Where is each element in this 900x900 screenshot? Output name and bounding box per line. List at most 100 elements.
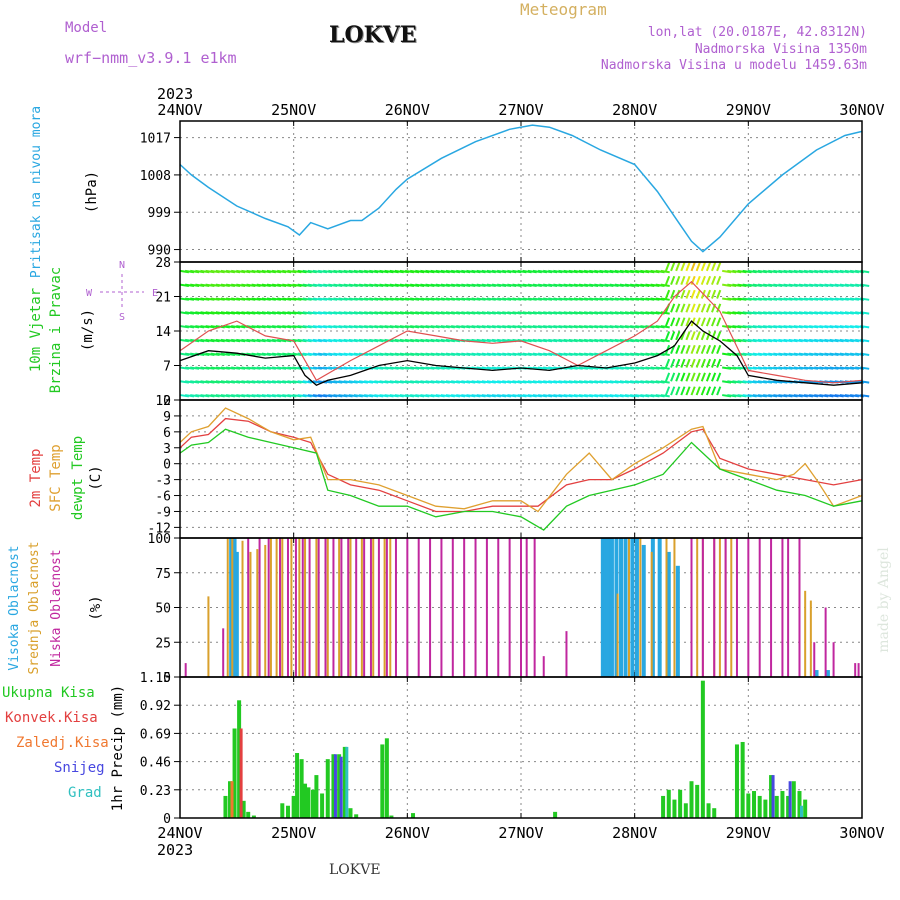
gust-line — [179, 280, 863, 384]
wind-barb — [716, 289, 722, 299]
precip-bar — [769, 775, 774, 818]
precip-bar — [285, 805, 290, 818]
wind-barb — [695, 358, 701, 368]
precip-bar — [342, 746, 347, 818]
cloud-bar — [394, 538, 397, 677]
precip-bar — [780, 791, 785, 818]
x-tick-label-bottom: 27NOV — [498, 824, 543, 842]
y-tick-label: -3 — [155, 474, 171, 489]
y-tick-label: 999 — [148, 206, 171, 221]
precip-bar — [228, 781, 233, 818]
precip-bar — [384, 738, 389, 818]
cloud-bar — [451, 538, 454, 677]
y-tick-label: -9 — [155, 505, 171, 520]
precip-bar — [706, 803, 711, 818]
wind-barb — [700, 331, 706, 341]
wind-barb — [695, 317, 701, 327]
wind-barb — [680, 275, 686, 286]
wind-barb — [664, 386, 671, 396]
y-tick-label: 0 — [163, 394, 171, 409]
cloud-bar — [383, 538, 386, 677]
wind-barb — [670, 331, 676, 341]
compass-E: E — [152, 288, 158, 299]
wind-axis-title-1: 10m Vjetar — [28, 288, 44, 372]
cloud-bar — [326, 538, 329, 677]
cloud-bar — [463, 538, 466, 677]
wind-barb — [685, 275, 691, 286]
wind-barb — [695, 331, 701, 341]
wind-barb — [660, 283, 670, 288]
cloud-bar — [377, 538, 380, 677]
wind-barb — [695, 386, 701, 396]
y-tick-label: 990 — [148, 244, 171, 259]
cloud-bar — [616, 593, 619, 677]
wind-barb — [711, 289, 717, 299]
wind-barb — [675, 358, 681, 368]
precip-bar — [230, 781, 234, 818]
cloud-bar — [275, 538, 278, 677]
precip-bar — [734, 744, 739, 818]
y-tick-label: 0 — [163, 671, 171, 686]
cloud-bar — [630, 538, 635, 677]
cloud-bar — [533, 538, 536, 677]
precip-legend-4: Grad — [68, 785, 102, 801]
cloud-bar — [657, 538, 662, 677]
wind-barb — [660, 352, 670, 357]
y-tick-label: 21 — [155, 291, 171, 306]
precip-bar — [788, 781, 792, 818]
wind-barb — [695, 303, 701, 313]
cloud-bar — [770, 538, 773, 677]
precip-bar — [333, 754, 337, 818]
precip-bar — [757, 795, 762, 818]
y-tick-label: 6 — [163, 426, 171, 441]
wind-barb — [660, 269, 670, 274]
precip-bar — [797, 791, 802, 818]
cloud-bar — [825, 670, 830, 677]
wind-barb — [675, 317, 681, 327]
cloud-bar — [781, 538, 784, 677]
wind-barb — [711, 262, 717, 272]
cloud-bar — [269, 538, 272, 677]
x-tick-label-bottom: 24NOV — [157, 824, 202, 842]
cloud-bar — [258, 538, 261, 677]
wind-barb — [664, 262, 671, 272]
cloud-bar — [634, 538, 639, 677]
cloud-bar — [338, 538, 341, 677]
y-tick-label: 0.92 — [140, 699, 171, 714]
precip-bar — [303, 783, 308, 818]
precip-bar — [345, 746, 349, 818]
y-tick-label: 25 — [155, 636, 171, 651]
precip-legend-2: Zaledj.Kisa — [16, 735, 109, 751]
cloud-bar — [429, 538, 432, 677]
cloud-bar — [857, 663, 860, 677]
cloud-bar — [627, 538, 630, 677]
precip-bar — [746, 793, 751, 818]
cloud-bar — [639, 538, 642, 677]
pressure-unit: (hPa) — [84, 171, 100, 213]
cloud-bar — [369, 538, 372, 677]
cloud-bar — [607, 538, 612, 677]
wind-barb — [705, 303, 712, 313]
cloud-bar — [798, 538, 801, 677]
wind-barb — [660, 380, 670, 384]
cloud-bar — [474, 538, 477, 677]
temp-axis-title-2m: 2m Temp — [28, 448, 44, 507]
cloud-bar — [264, 544, 267, 677]
wind-barb — [675, 331, 681, 341]
y-tick-label: 1.15 — [140, 671, 171, 686]
x-tick-label-top: 29NOV — [726, 101, 771, 119]
precip-bar — [241, 800, 246, 818]
wind-barb — [685, 303, 691, 313]
cloud-bar — [623, 538, 628, 677]
precip-bar — [774, 795, 779, 818]
cloud-bar — [735, 538, 738, 677]
cloud-bar — [184, 663, 187, 677]
model-elevation-info: Nadmorska Visina u modelu 1459.63m — [600, 58, 867, 73]
cloud-bar — [234, 551, 239, 677]
cloud-bar — [718, 538, 721, 677]
precip-bar — [291, 795, 296, 818]
cloud-bar — [614, 538, 619, 677]
cloud-bar — [650, 551, 653, 677]
elevation-info: Nadmorska Visina 1350m — [694, 42, 867, 57]
